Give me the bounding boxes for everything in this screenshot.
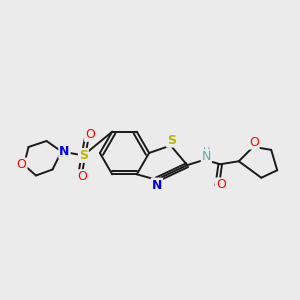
Text: N: N <box>152 178 162 192</box>
Text: O: O <box>77 170 87 183</box>
Text: H: H <box>203 147 211 157</box>
Text: N: N <box>202 150 211 163</box>
Text: S: S <box>167 134 176 147</box>
Text: S: S <box>79 149 88 162</box>
Text: O: O <box>85 128 95 141</box>
Text: O: O <box>249 136 259 148</box>
Text: N: N <box>59 145 70 158</box>
Text: O: O <box>17 158 26 172</box>
Text: O: O <box>216 178 226 191</box>
